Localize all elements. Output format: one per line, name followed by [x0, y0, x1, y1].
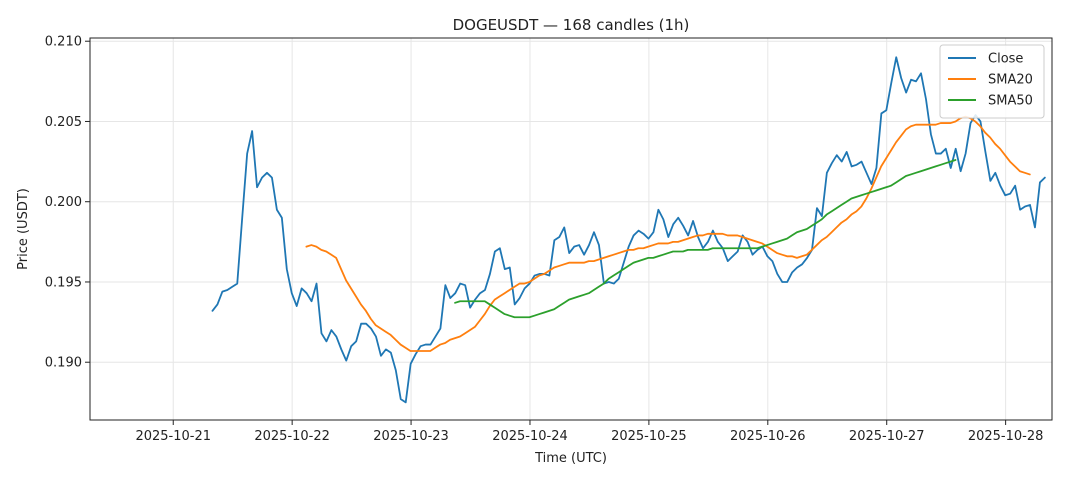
legend-label-close: Close — [988, 52, 1023, 67]
y-tick-label: 0.210 — [45, 35, 82, 50]
grid — [90, 38, 1052, 420]
chart-title: DOGEUSDT — 168 candles (1h) — [453, 16, 690, 34]
y-tick-label: 0.195 — [45, 275, 82, 290]
x-tick-label: 2025-10-25 — [611, 429, 687, 444]
series-layer — [211, 56, 1046, 404]
x-tick-label: 2025-10-24 — [492, 429, 568, 444]
legend-label-sma50: SMA50 — [988, 94, 1033, 109]
y-tick-label: 0.200 — [45, 195, 82, 210]
legend: Close SMA20 SMA50 — [939, 44, 1045, 119]
series-line-sma50 — [454, 159, 957, 319]
series-line-close — [211, 56, 1046, 404]
x-tick-label: 2025-10-23 — [373, 429, 449, 444]
x-tick-label: 2025-10-27 — [849, 429, 925, 444]
y-tick-label: 0.190 — [45, 356, 82, 371]
series-line-sma20 — [305, 115, 1031, 352]
y-axis: 0.190 0.195 0.200 0.205 0.210 — [45, 35, 90, 371]
x-axis: 2025-10-21 2025-10-22 2025-10-23 2025-10-24… — [135, 420, 1043, 444]
plot-frame — [89, 37, 1053, 421]
x-tick-label: 2025-10-26 — [730, 429, 806, 444]
x-tick-label: 2025-10-22 — [254, 429, 330, 444]
x-tick-label: 2025-10-28 — [968, 429, 1044, 444]
legend-label-sma20: SMA20 — [988, 73, 1033, 88]
x-tick-label: 2025-10-21 — [135, 429, 211, 444]
y-axis-title: Price (USDT) — [16, 188, 31, 270]
x-axis-title: Time (UTC) — [534, 451, 607, 466]
y-tick-label: 0.205 — [45, 115, 82, 130]
